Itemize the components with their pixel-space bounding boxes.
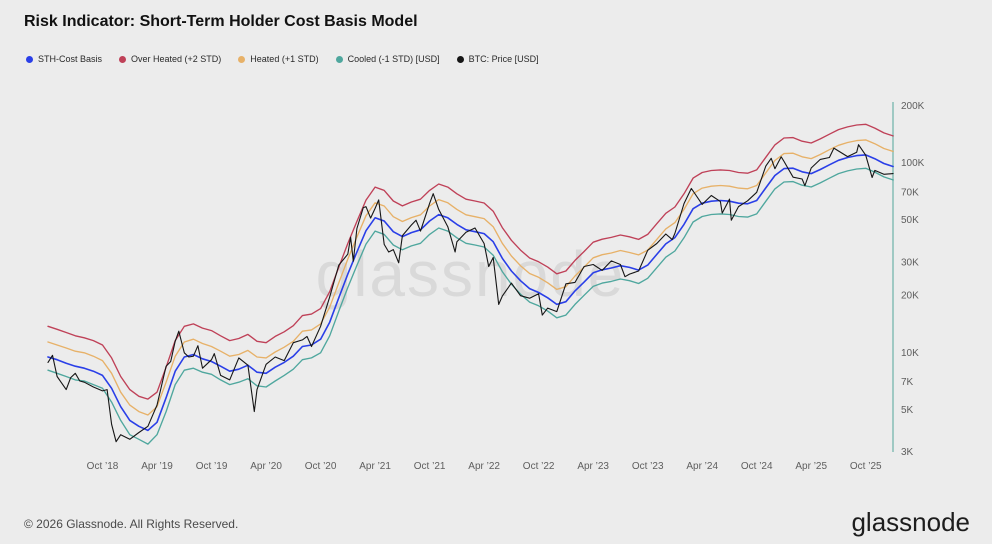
legend-item-label: STH-Cost Basis <box>38 54 103 64</box>
x-tick-label: Apr ’19 <box>141 461 173 472</box>
y-tick-label: 50K <box>901 215 919 226</box>
legend-dot-icon <box>119 55 127 63</box>
legend-item-label: Heated (+1 STD) <box>250 54 319 64</box>
x-tick-label: Oct ’19 <box>196 461 228 472</box>
y-tick-label: 30K <box>901 257 919 268</box>
y-tick-label: 5K <box>901 405 914 416</box>
legend-dot-icon <box>238 55 246 63</box>
series-line-btc_price <box>47 144 894 443</box>
x-tick-label: Apr ’24 <box>686 461 718 472</box>
legend-item-label: BTC: Price [USD] <box>468 54 539 64</box>
x-tick-label: Oct ’22 <box>523 461 555 472</box>
x-tick-label: Oct ’24 <box>741 461 773 472</box>
legend-item[interactable]: Cooled (-1 STD) [USD] <box>335 54 440 64</box>
series-line-cooled <box>47 167 894 445</box>
x-tick-label: Apr ’25 <box>795 461 827 472</box>
x-tick-label: Apr ’20 <box>250 461 282 472</box>
series-line-over_heated <box>47 123 894 400</box>
legend-dot-icon <box>456 55 464 63</box>
x-tick-label: Oct ’23 <box>632 461 664 472</box>
chart-legend: STH-Cost Basis Over Heated (+2 STD) Heated… <box>26 54 539 64</box>
footer-copyright: © 2026 Glassnode. All Rights Reserved. <box>24 517 239 531</box>
legend-item[interactable]: Heated (+1 STD) <box>238 54 319 64</box>
x-tick-label: Apr ’22 <box>468 461 500 472</box>
legend-item[interactable]: BTC: Price [USD] <box>456 54 539 64</box>
x-tick-label: Oct ’20 <box>305 461 337 472</box>
legend-item[interactable]: Over Heated (+2 STD) <box>119 54 221 64</box>
x-tick-label: Oct ’18 <box>87 461 119 472</box>
legend-item-label: Cooled (-1 STD) [USD] <box>347 54 440 64</box>
y-tick-label: 70K <box>901 187 919 198</box>
y-tick-label: 10K <box>901 348 919 359</box>
legend-dot-icon <box>335 55 343 63</box>
y-tick-label: 3K <box>901 447 914 458</box>
y-tick-label: 7K <box>901 377 914 388</box>
series-line-heated <box>47 139 894 416</box>
watermark-glassnode: glassnode <box>316 238 626 310</box>
x-tick-label: Apr ’23 <box>577 461 609 472</box>
y-tick-label: 200K <box>901 101 925 112</box>
legend-item[interactable]: STH-Cost Basis <box>26 54 102 64</box>
x-tick-label: Oct ’21 <box>414 461 446 472</box>
legend-item-label: Over Heated (+2 STD) <box>131 54 222 64</box>
x-tick-label: Apr ’21 <box>359 461 391 472</box>
legend-dot-icon <box>26 55 33 63</box>
chart-title: Risk Indicator: Short-Term Holder Cost B… <box>24 13 418 30</box>
x-tick-label: Oct ’25 <box>850 461 882 472</box>
y-tick-label: 20K <box>901 291 919 302</box>
glassnode-wordmark[interactable]: glassnode <box>851 507 970 537</box>
y-tick-label: 100K <box>901 158 925 169</box>
